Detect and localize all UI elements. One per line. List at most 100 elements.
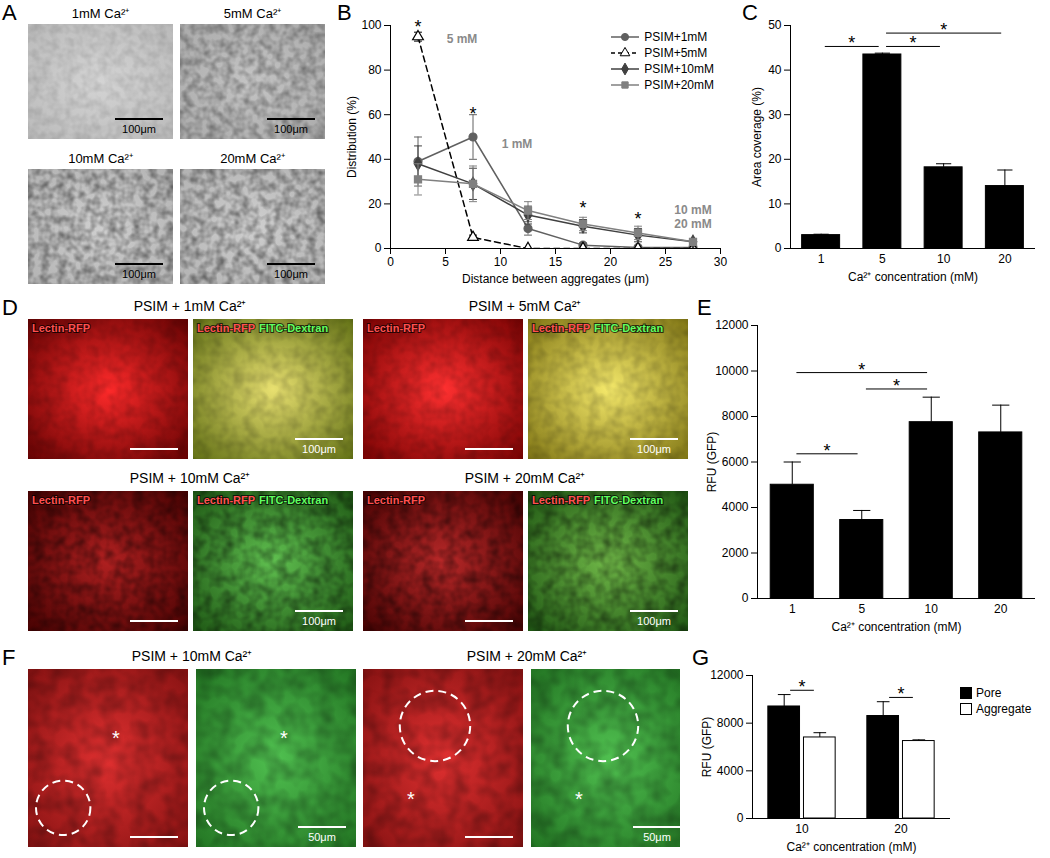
svg-text:10: 10 — [795, 822, 809, 836]
svg-text:0: 0 — [375, 241, 382, 255]
svg-text:*: * — [798, 677, 805, 697]
svg-text:*: * — [893, 376, 900, 396]
svg-text:Lectin-RFP: Lectin-RFP — [367, 322, 425, 334]
svg-text:RFU (GFP): RFU (GFP) — [700, 717, 714, 778]
svg-text:1 mM: 1 mM — [502, 137, 533, 151]
svg-text:Lectin-RFPFITC-Dextran: Lectin-RFPFITC-Dextran — [197, 494, 328, 506]
svg-text:100μm: 100μm — [122, 268, 156, 280]
svg-text:100μm: 100μm — [122, 123, 156, 135]
svg-text:20: 20 — [998, 252, 1012, 266]
svg-text:100μm: 100μm — [637, 615, 671, 627]
svg-text:*: * — [280, 727, 288, 749]
svg-text:10: 10 — [937, 252, 951, 266]
svg-text:100μm: 100μm — [274, 123, 308, 135]
svg-text:*: * — [579, 198, 586, 218]
svg-text:PSIM + 20mM Ca²⁺: PSIM + 20mM Ca²⁺ — [465, 470, 586, 486]
svg-text:*: * — [823, 441, 830, 461]
svg-text:1: 1 — [789, 602, 796, 616]
svg-text:0: 0 — [387, 255, 394, 269]
svg-text:12000: 12000 — [715, 318, 749, 332]
svg-text:*: * — [407, 788, 415, 810]
html-text:B: B — [337, 0, 352, 25]
svg-text:2000: 2000 — [722, 546, 749, 560]
svg-text:100μm: 100μm — [302, 615, 336, 627]
svg-text:100μm: 100μm — [274, 268, 308, 280]
svg-text:40: 40 — [368, 152, 382, 166]
html-text:G: G — [692, 645, 710, 670]
svg-text:*: * — [940, 20, 947, 40]
svg-text:Lectin-RFP: Lectin-RFP — [32, 494, 90, 506]
svg-text:20: 20 — [604, 255, 618, 269]
svg-text:4000: 4000 — [717, 764, 744, 778]
svg-text:30: 30 — [768, 108, 782, 122]
svg-text:*: * — [634, 209, 641, 229]
svg-text:10: 10 — [768, 197, 782, 211]
svg-text:*: * — [414, 17, 421, 37]
svg-text:20: 20 — [994, 602, 1008, 616]
svg-text:*: * — [897, 684, 904, 704]
svg-text:20mM Ca²⁺: 20mM Ca²⁺ — [220, 151, 285, 166]
svg-text:8000: 8000 — [717, 716, 744, 730]
svg-text:25: 25 — [659, 255, 673, 269]
svg-text:0: 0 — [737, 811, 744, 825]
svg-text:5mM Ca²⁺: 5mM Ca²⁺ — [224, 6, 281, 21]
svg-text:Lectin-RFP: Lectin-RFP — [367, 494, 425, 506]
svg-text:PSIM + 10mM Ca²⁺: PSIM + 10mM Ca²⁺ — [130, 470, 251, 486]
svg-text:Lectin-RFPFITC-Dextran: Lectin-RFPFITC-Dextran — [197, 322, 328, 334]
svg-text:12000: 12000 — [710, 668, 744, 682]
svg-text:10: 10 — [494, 255, 508, 269]
svg-text:20: 20 — [368, 197, 382, 211]
svg-text:20: 20 — [768, 152, 782, 166]
svg-text:Ca²⁺ concentration (mM): Ca²⁺ concentration (mM) — [786, 840, 916, 854]
svg-text:PSIM + 10mM Ca²⁺: PSIM + 10mM Ca²⁺ — [132, 648, 253, 664]
svg-text:*: * — [909, 33, 916, 53]
svg-text:80: 80 — [368, 63, 382, 77]
svg-text:5 mM: 5 mM — [447, 32, 478, 46]
svg-text:*: * — [112, 727, 120, 749]
svg-text:4000: 4000 — [722, 500, 749, 514]
html-text:D: D — [2, 295, 18, 320]
svg-text:Lectin-RFP: Lectin-RFP — [32, 322, 90, 334]
svg-text:10000: 10000 — [715, 364, 749, 378]
html-text:C: C — [742, 0, 758, 25]
svg-text:100μm: 100μm — [637, 443, 671, 455]
svg-text:40: 40 — [768, 63, 782, 77]
svg-text:Ca²⁺ concentration (mM): Ca²⁺ concentration (mM) — [831, 620, 961, 634]
svg-text:PSIM + 1mM Ca²⁺: PSIM + 1mM Ca²⁺ — [134, 298, 247, 314]
svg-text:Distance between aggregates (μ: Distance between aggregates (μm) — [462, 272, 649, 286]
svg-text:Lectin-RFPFITC-Dextran: Lectin-RFPFITC-Dextran — [532, 494, 663, 506]
svg-text:PSIM + 5mM Ca²⁺: PSIM + 5mM Ca²⁺ — [469, 298, 582, 314]
svg-text:1: 1 — [818, 252, 825, 266]
svg-text:8000: 8000 — [722, 409, 749, 423]
svg-text:50μm: 50μm — [643, 831, 671, 843]
svg-text:Lectin-RFPFITC-Dextran: Lectin-RFPFITC-Dextran — [532, 322, 663, 334]
svg-text:100: 100 — [361, 18, 381, 32]
svg-text:RFU (GFP): RFU (GFP) — [705, 432, 719, 493]
svg-text:10: 10 — [925, 602, 939, 616]
svg-text:5: 5 — [442, 255, 449, 269]
svg-text:15: 15 — [549, 255, 563, 269]
svg-text:*: * — [575, 788, 583, 810]
svg-text:1mM Ca²⁺: 1mM Ca²⁺ — [72, 6, 129, 21]
svg-text:Area coverage (%): Area coverage (%) — [750, 87, 764, 187]
svg-text:PSIM + 20mM Ca²⁺: PSIM + 20mM Ca²⁺ — [467, 648, 588, 664]
svg-text:30: 30 — [714, 255, 728, 269]
svg-text:20 mM: 20 mM — [674, 217, 711, 231]
svg-text:0: 0 — [775, 241, 782, 255]
svg-text:6000: 6000 — [722, 455, 749, 469]
svg-text:50μm: 50μm — [308, 831, 336, 843]
svg-text:*: * — [469, 104, 476, 124]
svg-text:100μm: 100μm — [302, 443, 336, 455]
svg-text:0: 0 — [742, 591, 749, 605]
svg-text:10mM Ca²⁺: 10mM Ca²⁺ — [68, 151, 133, 166]
svg-text:10 mM: 10 mM — [674, 203, 711, 217]
svg-text:*: * — [848, 33, 855, 53]
svg-text:20: 20 — [894, 822, 908, 836]
svg-text:Distribution (%): Distribution (%) — [345, 96, 359, 178]
svg-text:5: 5 — [879, 252, 886, 266]
svg-text:Ca²⁺ concentration (mM): Ca²⁺ concentration (mM) — [848, 270, 978, 284]
svg-text:5: 5 — [858, 602, 865, 616]
svg-text:60: 60 — [368, 108, 382, 122]
svg-text:50: 50 — [768, 18, 782, 32]
svg-text:*: * — [858, 360, 865, 380]
